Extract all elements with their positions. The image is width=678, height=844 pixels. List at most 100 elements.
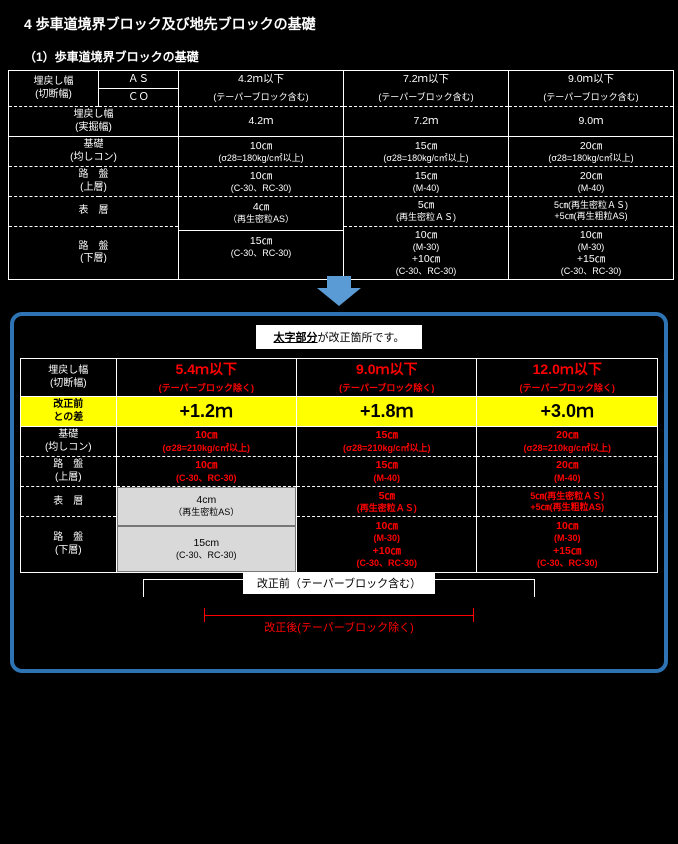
revised-box: 太字部分が改正箇所です。 埋戻し幅 (切断幅) 5.4ｍ以下 9.0ｍ以下 12… [10,312,668,673]
sub: (σ28=210kg/c㎡以上) [120,443,293,454]
val: 4㎝ [181,201,341,214]
val: 20㎝ [480,429,654,442]
rowhead-diff: 改正前 との差 [21,397,117,427]
sub: (再生密粒ＡＳ) [347,212,505,223]
caption: 太字部分が改正箇所です。 [255,324,424,350]
sub2: (C-30、RC-30) [300,558,473,569]
sub: （再生密粒AS） [120,507,293,518]
sub: (σ28=210kg/c㎡以上) [300,443,473,454]
val2: +10㎝ [300,545,473,558]
sub: (σ28=180kg/c㎡以上) [512,153,670,164]
val: 15㎝ [300,429,473,442]
rowhead-base: 基礎 (均しコン) [9,137,179,167]
val: 15㎝ [300,459,473,472]
sub: （再生密粒AS） [181,214,341,225]
rb-c3: 20㎝(M-40) [509,167,674,197]
table-row: 埋戻し幅 (切断幅) 5.4ｍ以下 9.0ｍ以下 12.0ｍ以下 [21,359,658,381]
val: 7.2ｍ以下 [403,73,449,85]
ruler-after: 改正後(テーパーブロック除く) [204,615,474,635]
ruler-area: 改正前（テーパーブロック含む） 改正後(テーパーブロック除く) [20,579,658,639]
col1-sub: (テーパーブロック除く) [116,381,296,397]
table-row: 路 盤 (上層) 10㎝(C-30、RC-30) 15㎝(M-40) 20㎝(M… [21,457,658,487]
sub: (C-30、RC-30) [181,248,341,259]
diff-c2: +1.8ｍ [297,397,477,427]
sub: (σ28=180kg/c㎡以上) [182,153,340,164]
b-surf-c2: 5㎝(再生密粒ＡＳ) [297,487,477,517]
table-row: 埋戻し幅 (切断幅) ＡＳ 4.2ｍ以下 7.2ｍ以下 9.0ｍ以下 [9,71,674,89]
diff-c3: +3.0ｍ [477,397,658,427]
surf-c2: 5㎝(再生密粒ＡＳ) [344,197,509,226]
sub: (M-40) [300,473,473,484]
after-label: 改正後(テーパーブロック除く) [204,619,474,635]
sub: (C-30、RC-30) [182,183,340,194]
b-surface-merged: 4cm（再生密粒AS） 15cm(C-30、RC-30) [116,487,296,573]
sub2: (C-30、RC-30) [347,266,505,277]
col2-diff: 7.2ｍ [344,107,509,137]
val: 5㎝(再生密粒ＡＳ) [480,491,654,502]
rowhead-aslfill: 埋戻し幅 (実掘幅) [9,107,179,137]
sub: (M-40) [512,183,670,194]
rowhead-fillwidth: 埋戻し幅 (切断幅) [21,359,117,397]
col3-sub: (テーパーブロック除く) [477,381,658,397]
val2: +15㎝ [512,253,670,266]
col2-sub: (テーパーブロック含む) [344,89,509,107]
sub: (σ28=180kg/c㎡以上) [347,153,505,164]
col1-w: 5.4ｍ以下 [116,359,296,381]
col3-w: 12.0ｍ以下 [477,359,658,381]
val: 10㎝ [120,459,293,472]
val: 4cm [120,494,293,507]
as-label: ＡＳ [99,71,179,89]
rowhead-fillwidth: 埋戻し幅 (切断幅) [9,71,99,107]
rowhead-roadbed: 路 盤 (上層) [21,457,117,487]
b-low-c2: 10㎝(M-30) +10㎝(C-30、RC-30) [297,517,477,572]
title-area: 4 歩車道境界ブロック及び地先ブロックの基礎 （1）歩車道境界ブロックの基礎 [4,4,674,70]
rowhead-surface: 表 層 [9,197,179,226]
caption-bold: 太字部分 [274,332,318,344]
table-row: (テーパーブロック除く) (テーパーブロック除く) (テーパーブロック除く) [21,381,658,397]
val: 10㎝ [120,429,293,442]
rb-c1: 10㎝(C-30、RC-30) [179,167,344,197]
val: 10㎝ [480,520,654,533]
val2: +15㎝ [480,545,654,558]
val: 20㎝ [512,140,670,153]
arrow-down-icon [317,288,361,306]
val: 15㎝ [347,140,505,153]
sub2: (C-30、RC-30) [480,558,654,569]
page: 4 歩車道境界ブロック及び地先ブロックの基礎 （1）歩車道境界ブロックの基礎 埋… [4,4,674,673]
before-label: 改正前（テーパーブロック含む） [243,572,435,594]
rowhead-lower: 路 盤 (下層) [9,226,179,280]
sub: (M-30) [480,533,654,544]
val: 5㎝ [347,199,505,212]
table-row: 表 層 4cm（再生密粒AS） 15cm(C-30、RC-30) 5㎝(再生密粒… [21,487,658,517]
table-row: 埋戻し幅 (実掘幅) 4.2ｍ 7.2ｍ 9.0ｍ [9,107,674,137]
val: 10㎝ [512,229,670,242]
base-c1: 10㎝(σ28=180kg/c㎡以上) [179,137,344,167]
main-title: 4 歩車道境界ブロック及び地先ブロックの基礎 [24,14,654,34]
val2: 15cm [120,537,293,550]
val: 10㎝ [182,170,340,183]
table-row: 基礎 (均しコン) 10㎝(σ28=180kg/c㎡以上) 15㎝(σ28=18… [9,137,674,167]
val: 10㎝ [300,520,473,533]
low-c3: 10㎝(M-30) +15㎝(C-30、RC-30) [509,226,674,280]
val: 10㎝ [347,229,505,242]
rb-c2: 15㎝(M-40) [344,167,509,197]
val: 10㎝ [182,140,340,153]
table-row: 改正前 との差 +1.2ｍ +1.8ｍ +3.0ｍ [21,397,658,427]
b-base-c3: 20㎝(σ28=210kg/c㎡以上) [477,427,658,457]
sub: (M-40) [480,473,654,484]
val: 15㎝ [181,235,341,248]
val: 4.2ｍ以下 [238,73,284,85]
top-table-wrap: 埋戻し幅 (切断幅) ＡＳ 4.2ｍ以下 7.2ｍ以下 9.0ｍ以下 ＣＯ (テ… [4,70,674,280]
col3-sub: (テーパーブロック含む) [509,89,674,107]
sub: (M-30) [300,533,473,544]
b-base-c1: 10㎝(σ28=210kg/c㎡以上) [116,427,296,457]
co-label: ＣＯ [99,89,179,107]
val: 9.0ｍ以下 [568,73,614,85]
sub: (M-30) [512,242,670,253]
b-rb-c3: 20㎝(M-40) [477,457,658,487]
sub: +5㎝(再生粗粒AS) [512,211,670,222]
sub2: (C-30、RC-30) [512,266,670,277]
b-surf-c3: 5㎝(再生密粒ＡＳ)+5㎝(再生粗粒AS) [477,487,658,517]
rowhead-surface: 表 層 [21,487,117,517]
base-c3: 20㎝(σ28=180kg/c㎡以上) [509,137,674,167]
